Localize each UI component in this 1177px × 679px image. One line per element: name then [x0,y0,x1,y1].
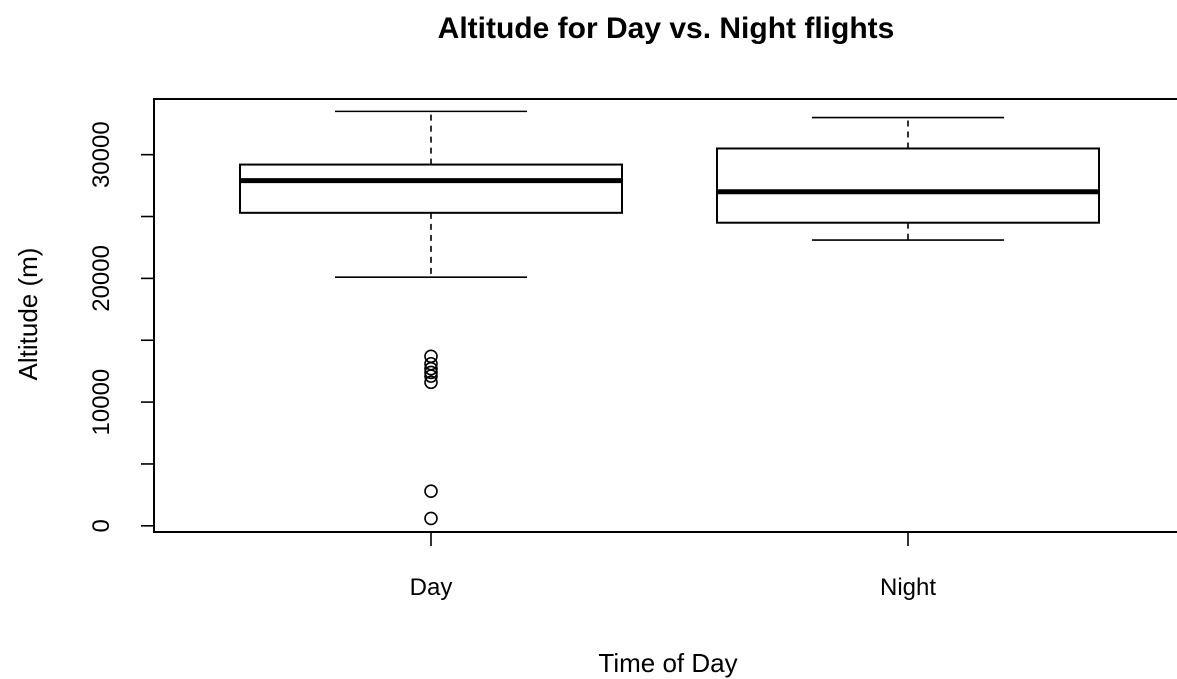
box-night [716,116,1100,241]
outlier-point [424,375,438,390]
x-axis-label: Time of Day [598,648,737,678]
y-tick-label: 0 [88,519,115,532]
y-axis-label: Altitude (m) [13,248,43,381]
boxes [239,110,1100,526]
x-tick-label: Day [410,574,453,601]
x-tick-label: Night [880,574,936,601]
y-tick-label: 30000 [88,121,115,188]
y-axis: 0 10000 20000 30000 [88,121,155,532]
iqr-box [716,147,1100,224]
outlier-point [424,369,438,383]
outlier-point [424,361,438,376]
x-axis: Day Night [410,532,936,601]
chart-title: Altitude for Day vs. Night flights [438,12,895,45]
iqr-box [239,163,623,214]
outlier-point [424,365,438,380]
y-tick-label: 20000 [88,245,115,312]
outlier-point [424,511,438,526]
outlier-point [424,484,438,498]
box-day [239,110,623,526]
y-tick-label: 10000 [88,369,115,436]
